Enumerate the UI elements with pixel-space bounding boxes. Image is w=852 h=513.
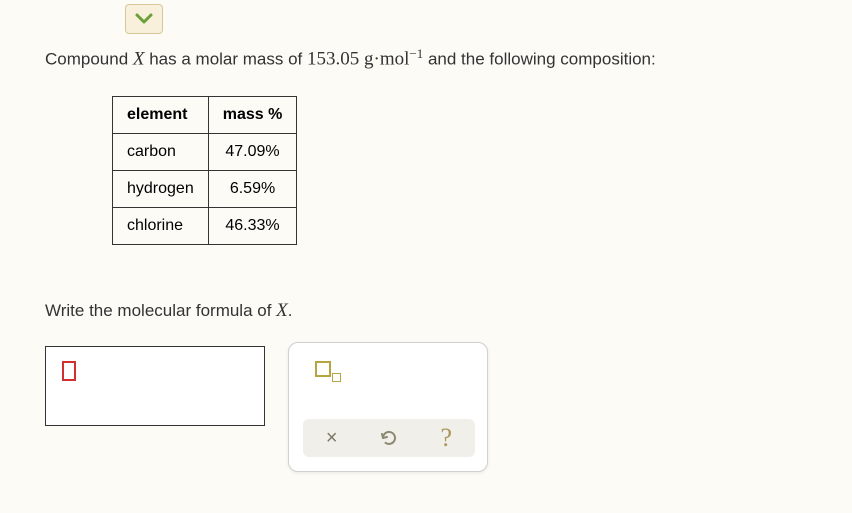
reset-button[interactable] [372, 423, 406, 453]
clear-button[interactable]: × [315, 423, 349, 453]
expand-toggle-button[interactable] [125, 4, 163, 34]
cell-mass: 46.33% [208, 208, 297, 245]
chevron-down-icon [135, 13, 153, 25]
cell-element: chlorine [113, 208, 209, 245]
q-mid: has a molar mass of [145, 50, 308, 69]
question-text: Compound X has a molar mass of 153.05 g·… [45, 46, 656, 71]
cell-mass: 6.59% [208, 171, 297, 208]
molar-mass-value: 153.05 [307, 49, 359, 70]
tool-row: × ? [303, 419, 475, 457]
header-mass: mass % [208, 97, 297, 134]
prompt-variable: X [276, 300, 288, 321]
help-icon: ? [441, 423, 453, 453]
table-row: hydrogen 6.59% [113, 171, 297, 208]
table-row: carbon 47.09% [113, 134, 297, 171]
reset-icon [379, 428, 399, 448]
subscript-sub-icon [332, 373, 341, 382]
table-header-row: element mass % [113, 97, 297, 134]
close-icon: × [326, 427, 338, 450]
header-element: element [113, 97, 209, 134]
q-prefix: Compound [45, 50, 133, 69]
prompt-prefix: Write the molecular formula of [45, 301, 276, 320]
help-button[interactable]: ? [429, 423, 463, 453]
q-suffix: and the following composition: [423, 50, 655, 69]
prompt-text: Write the molecular formula of X. [45, 300, 293, 322]
prompt-suffix: . [288, 301, 293, 320]
formula-tool-panel: × ? [288, 342, 488, 472]
subscript-button[interactable] [315, 359, 343, 385]
subscript-base-icon [315, 361, 331, 377]
unit-base: g·mol [359, 49, 409, 70]
composition-table: element mass % carbon 47.09% hydrogen 6.… [112, 96, 297, 245]
input-cursor [62, 361, 76, 381]
cell-element: hydrogen [113, 171, 209, 208]
unit-exponent: −1 [409, 46, 423, 61]
cell-mass: 47.09% [208, 134, 297, 171]
compound-variable: X [133, 49, 145, 70]
answer-input[interactable] [45, 346, 265, 426]
cell-element: carbon [113, 134, 209, 171]
table-row: chlorine 46.33% [113, 208, 297, 245]
